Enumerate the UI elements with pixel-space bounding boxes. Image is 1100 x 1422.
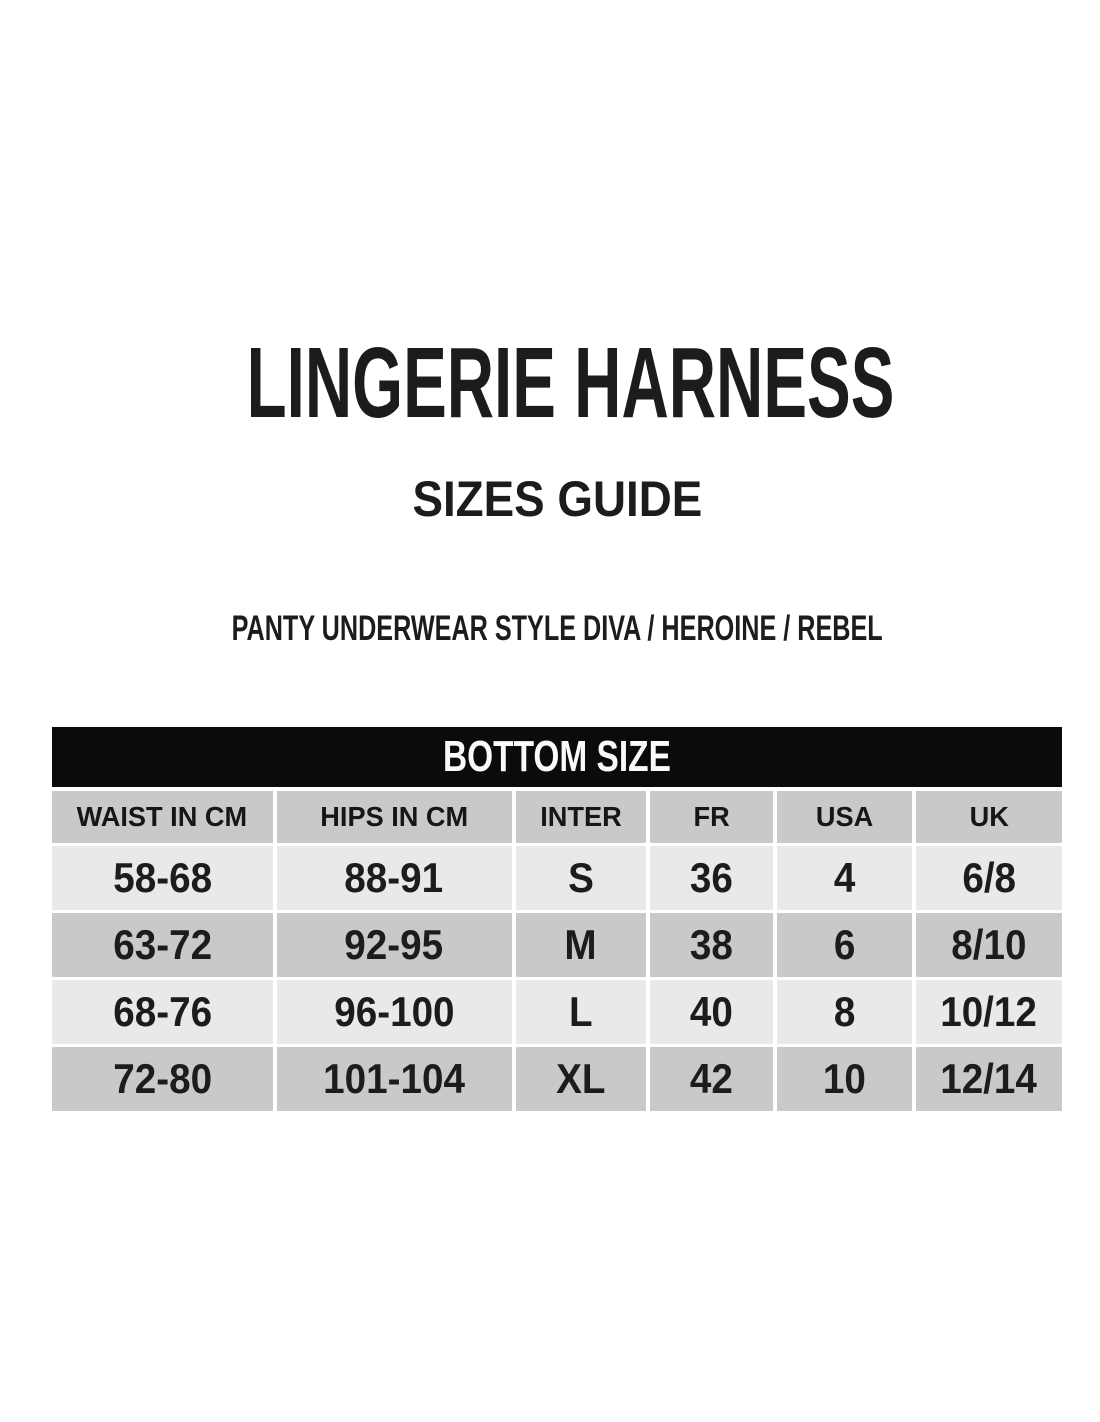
column-header-waist: WAIST IN CM [52,791,273,843]
table-cell: 96-100 [276,980,512,1044]
table-banner-text: BOTTOM SIZE [443,732,671,781]
table-cell: 12/14 [915,1047,1062,1111]
column-header-uk: UK [915,791,1062,843]
table-cell: 40 [650,980,773,1044]
table-cell: L [515,980,647,1044]
table-cell: 8/10 [915,913,1062,977]
cell-value: 12/14 [940,1055,1038,1102]
cell-value: 10 [822,1055,866,1102]
column-header-label: USA [815,801,873,832]
column-header-hips: HIPS IN CM [276,791,512,843]
cell-value: 4 [833,854,856,901]
cell-value: M [564,921,598,968]
column-header-label: FR [693,801,730,832]
table-cell: 58-68 [52,846,273,910]
cell-value: 63-72 [112,921,212,968]
column-header-label: HIPS IN CM [320,801,469,832]
cell-value: 42 [689,1055,733,1102]
table-cell: 10 [776,1047,912,1111]
column-header-inter: INTER [515,791,647,843]
cell-value: 96-100 [333,988,455,1035]
table-cell: XL [515,1047,647,1111]
table-cell: 8 [776,980,912,1044]
table-grid: WAIST IN CM HIPS IN CM INTER FR USA UK 5… [52,791,1062,1111]
table-banner: BOTTOM SIZE [52,727,1062,787]
table-cell: 68-76 [52,980,273,1044]
cell-value: 8 [833,988,856,1035]
cell-value: 58-68 [112,854,212,901]
cell-value: 6/8 [962,854,1016,901]
cell-value: 101-104 [323,1055,466,1102]
table-cell: 4 [776,846,912,910]
table-cell: 6 [776,913,912,977]
table-cell: 101-104 [276,1047,512,1111]
cell-value: L [569,988,593,1035]
table-cell: 63-72 [52,913,273,977]
table-cell: 88-91 [276,846,512,910]
style-variants-line: PANTY UNDERWEAR STYLE DIVA / HEROINE / R… [52,611,1062,646]
table-cell: 10/12 [915,980,1062,1044]
table-cell: 36 [650,846,773,910]
cell-value: S [568,854,594,901]
column-header-label: WAIST IN CM [77,801,248,832]
page-title-text: LINGERIE HARNESS [247,327,895,439]
table-cell: M [515,913,647,977]
column-header-fr: FR [650,791,773,843]
cell-value: 8/10 [951,921,1027,968]
column-header-label: UK [969,801,1009,832]
cell-value: 6 [833,921,856,968]
table-cell: 72-80 [52,1047,273,1111]
table-cell: 38 [650,913,773,977]
cell-value: 88-91 [344,854,444,901]
table-cell: 6/8 [915,846,1062,910]
table-cell: 42 [650,1047,773,1111]
style-variants-text: PANTY UNDERWEAR STYLE DIVA / HEROINE / R… [231,609,883,648]
bottom-size-table: BOTTOM SIZE WAIST IN CM HIPS IN CM INTER… [52,727,1062,1111]
cell-value: 10/12 [940,988,1038,1035]
cell-value: 92-95 [344,921,444,968]
cell-value: 68-76 [112,988,212,1035]
page-title: LINGERIE HARNESS [52,333,1062,433]
sizes-guide-heading-text: SIZES GUIDE [412,471,702,527]
sizes-guide-heading: SIZES GUIDE [52,474,1062,524]
column-header-label: INTER [540,801,622,832]
column-header-usa: USA [776,791,912,843]
cell-value: XL [556,1055,606,1102]
table-cell: S [515,846,647,910]
cell-value: 36 [689,854,733,901]
cell-value: 40 [689,988,733,1035]
cell-value: 72-80 [112,1055,212,1102]
cell-value: 38 [689,921,733,968]
table-cell: 92-95 [276,913,512,977]
